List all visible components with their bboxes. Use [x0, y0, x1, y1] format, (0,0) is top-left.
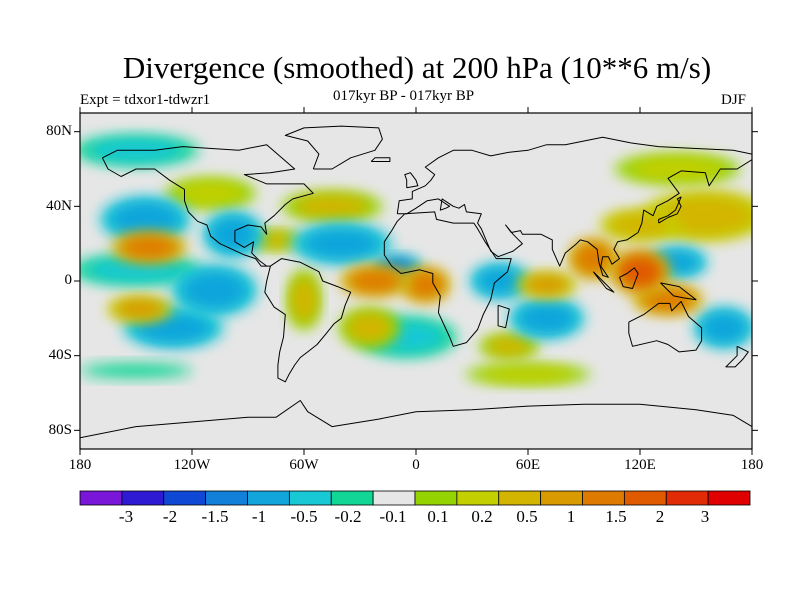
colorbar-label: -2 [162, 507, 178, 526]
coastline-madagascar [497, 304, 510, 329]
colorbar-label: 2 [655, 507, 665, 526]
field-east-asia-divergence [610, 213, 670, 237]
lon-tick-label: 180 [740, 457, 764, 473]
colorbar-swatch [665, 490, 709, 506]
field-north-atlantic-divergence [294, 195, 370, 218]
colorbar-swatch [330, 490, 374, 506]
field-south-atlantic-divergence [346, 312, 392, 343]
field-pacific-equatorial-convergence [87, 258, 185, 281]
lon-tick-label: 120E [624, 457, 656, 473]
field-central-america-convergence [210, 217, 256, 252]
chart-title: Divergence (smoothed) at 200 hPa (10**6 … [122, 50, 712, 85]
field-pacific-divergence-band [121, 236, 178, 259]
lat-tick-label: 80N [46, 123, 72, 139]
coastline-sumatra [592, 271, 615, 293]
field-southern-ocean-divergence [481, 366, 575, 382]
colorbar-swatch [288, 490, 332, 506]
divergence-field [80, 135, 752, 385]
coastline-south-america [264, 258, 352, 383]
colorbar-swatch [247, 490, 290, 506]
colorbar-label: 1 [566, 507, 576, 526]
field-atlantic-equatorial-divergence [348, 269, 402, 293]
field-maritime-continent-divergence [641, 288, 695, 311]
colorbar-swatch [540, 490, 583, 506]
lat-tick-label: 80S [48, 422, 72, 438]
coastline-borneo [619, 267, 639, 289]
colorbar-label: 0.5 [516, 507, 538, 526]
field-east-pacific-convergence [182, 271, 247, 310]
field-east-africa-convergence [477, 267, 523, 295]
colorbar-swatch [372, 490, 416, 506]
field-pacific-convergence-north [111, 202, 179, 237]
coastline-eurasia [396, 136, 752, 278]
field-pacific-south-divergence [115, 299, 164, 319]
colorbar-label: -1.5 [201, 507, 229, 526]
colorbar-swatch [498, 490, 542, 506]
field-gulf-of-guinea-divergence [406, 271, 445, 298]
coastline-greenland [284, 125, 383, 170]
colorbar-label: -0.2 [334, 507, 362, 526]
axis-ticks [74, 107, 758, 455]
field-southern-ocean-convergence [80, 363, 192, 379]
field-south-indian-divergence [486, 337, 532, 356]
lat-tick-label: 40S [48, 347, 72, 363]
period-label: 017kyr BP - 017kyr BP [333, 88, 475, 104]
field-indian-ocean-convergence [518, 303, 575, 334]
colorbar-label: -0.5 [290, 507, 318, 526]
colorbar-swatch [79, 490, 123, 506]
field-north-west-pacific-divergence [658, 197, 752, 235]
lat-tick-label: 0 [64, 272, 73, 288]
colorbar-swatch [623, 490, 667, 506]
colorbar-swatch [582, 490, 625, 506]
colorbar-swatch [414, 490, 458, 506]
colorbar-label: -1 [251, 507, 267, 526]
coastline-japan [658, 196, 682, 224]
coastlines [80, 125, 752, 439]
lon-tick-label: 0 [412, 457, 420, 473]
coastline-british-isles [404, 172, 419, 189]
coastline-africa [383, 211, 512, 347]
colorbar-swatch [121, 490, 165, 506]
colorbar-swatch [707, 490, 751, 506]
field-south-america-divergence [290, 277, 318, 323]
experiment-label: Expt = tdxor1-tdwzr1 [80, 92, 211, 108]
field-bay-of-bengal-divergence [574, 243, 612, 274]
field-indian-ocean-divergence [524, 275, 570, 295]
colorbar [79, 490, 751, 506]
lon-tick-label: 60E [515, 457, 541, 473]
coastline-antarctica [80, 400, 752, 439]
colorbar-label: -0.1 [379, 507, 407, 526]
coastline-north-america [101, 144, 314, 267]
colorbar-label: -3 [118, 507, 134, 526]
coastline-new-guinea [660, 282, 697, 301]
field-caribbean-divergence [257, 232, 295, 248]
field-siberia-divergence [630, 157, 724, 181]
field-south-china-sea-divergence [617, 254, 663, 289]
colorbar-label: 0.2 [471, 507, 493, 526]
coastline-australia [628, 301, 703, 353]
field-atlantic-convergence [304, 228, 379, 259]
colorbar-label: 1.5 [605, 507, 627, 526]
field-southwest-pacific-convergence [701, 312, 747, 343]
colorbar-label: 3 [700, 507, 710, 526]
colorbar-swatch [205, 490, 248, 506]
lon-tick-label: 60W [289, 457, 319, 473]
colorbar-swatch [456, 490, 500, 506]
coastline-new-zealand [725, 345, 749, 368]
lat-tick-label: 40N [46, 198, 72, 214]
coastline-iceland [370, 157, 391, 162]
field-midlat-north-pacific-divergence [177, 182, 245, 205]
lon-tick-label: 120W [173, 457, 211, 473]
colorbar-swatch [163, 490, 207, 506]
colorbar-label: 0.1 [427, 507, 449, 526]
lon-tick-label: 180 [68, 457, 92, 473]
season-label: DJF [721, 92, 747, 108]
